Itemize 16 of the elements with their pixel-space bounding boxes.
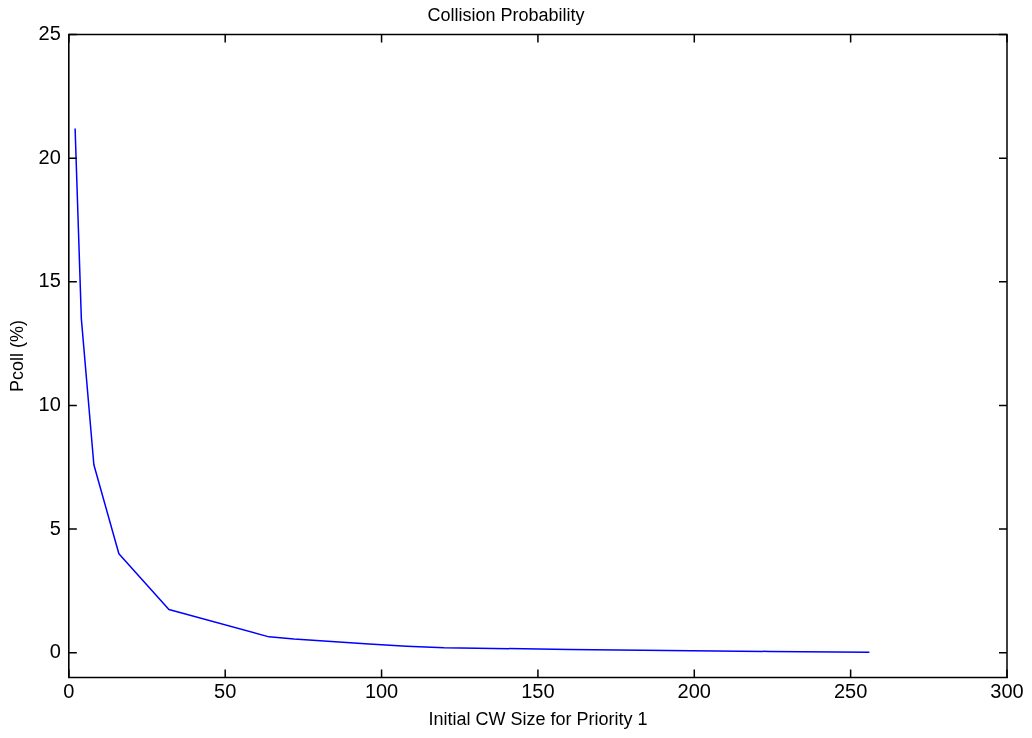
y-tick-label: 20 — [38, 145, 61, 168]
y-tick-label: 0 — [49, 640, 61, 663]
x-tick-label: 250 — [833, 679, 868, 702]
x-tick-label: 0 — [63, 679, 75, 702]
x-axis-title: Initial CW Size for Priority 1 — [428, 709, 648, 730]
y-tick-label: 25 — [38, 22, 61, 45]
y-tick-label: 10 — [38, 392, 61, 415]
chart-title: Collision Probability — [427, 4, 585, 25]
x-tick-label: 100 — [364, 679, 399, 702]
x-tick-label: 50 — [214, 679, 237, 702]
y-axis-title: Pcoll (%) — [6, 319, 27, 393]
x-tick-label: 300 — [990, 679, 1024, 702]
y-tick-label: 5 — [49, 516, 61, 539]
x-tick-label: 200 — [677, 679, 711, 702]
x-tick-label: 150 — [521, 679, 555, 702]
y-tick-label: 15 — [38, 269, 61, 292]
